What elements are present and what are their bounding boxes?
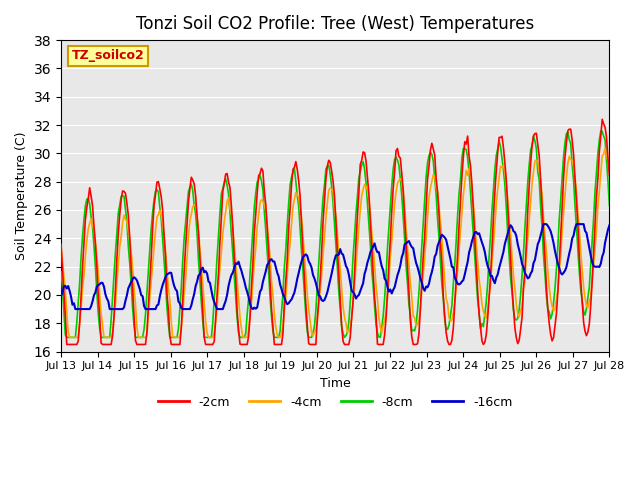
X-axis label: Time: Time [320,377,351,390]
Y-axis label: Soil Temperature (C): Soil Temperature (C) [15,132,28,260]
Legend: -2cm, -4cm, -8cm, -16cm: -2cm, -4cm, -8cm, -16cm [152,391,518,414]
Text: TZ_soilco2: TZ_soilco2 [72,49,145,62]
Title: Tonzi Soil CO2 Profile: Tree (West) Temperatures: Tonzi Soil CO2 Profile: Tree (West) Temp… [136,15,534,33]
